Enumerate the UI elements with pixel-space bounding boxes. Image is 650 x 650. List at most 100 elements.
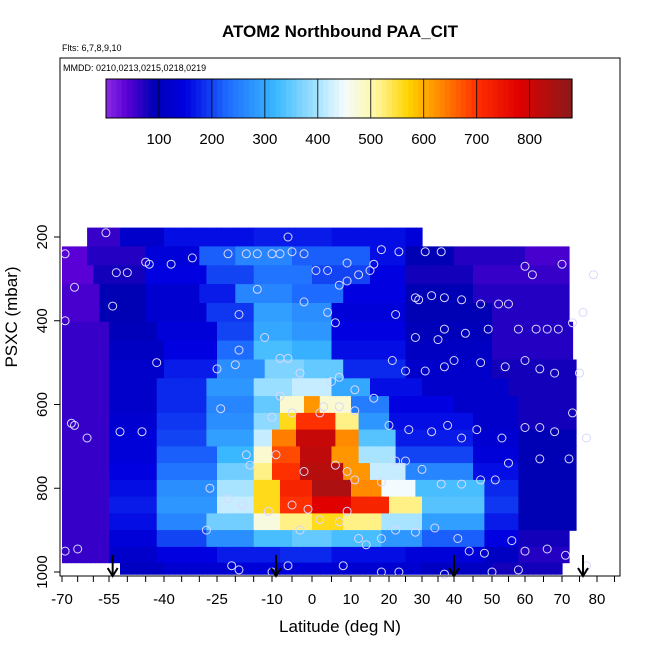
heat-cell <box>156 463 163 481</box>
heat-cell <box>315 359 322 379</box>
heat-cell <box>130 530 137 548</box>
heat-cell <box>552 265 559 285</box>
heat-cell <box>436 496 442 514</box>
heat-cell <box>539 562 546 575</box>
heat-cell <box>503 396 510 414</box>
heat-cell <box>553 303 560 323</box>
heat-cell <box>312 496 319 514</box>
heat-cell <box>174 227 181 247</box>
heat-cell <box>162 284 169 304</box>
heat-cell <box>523 446 529 464</box>
heat-cell <box>158 227 165 247</box>
heat-cell <box>434 303 440 323</box>
heat-cell <box>549 446 556 464</box>
heat-cell <box>507 340 513 360</box>
heat-cell <box>146 412 152 431</box>
heat-cell <box>227 340 234 360</box>
heat-cell <box>446 513 452 531</box>
heat-cell <box>381 513 388 531</box>
heat-cell <box>415 340 421 360</box>
heat-cell <box>178 496 185 514</box>
heat-cell <box>364 265 371 285</box>
heat-cell <box>380 446 387 464</box>
colorbar-swatch <box>185 79 192 118</box>
heat-cell <box>392 513 398 531</box>
heat-cell <box>229 562 236 575</box>
heat-cell <box>85 340 91 360</box>
heat-cell <box>390 340 396 360</box>
heat-cell <box>504 530 510 548</box>
heat-cell <box>469 321 476 342</box>
heat-cell <box>77 246 83 266</box>
sample-point <box>241 450 251 460</box>
dates-label: MMDD: 0210,0213,0215,0218,0219 <box>63 63 206 73</box>
heat-cell <box>104 429 110 447</box>
heat-cell <box>168 265 175 285</box>
heat-cell <box>506 303 512 323</box>
heat-cell <box>538 359 545 379</box>
heat-cell <box>227 265 234 285</box>
heat-cell <box>408 412 414 431</box>
heat-cell <box>99 396 105 414</box>
heat-cell <box>415 284 422 304</box>
heat-cell <box>146 496 152 514</box>
sample-point <box>376 245 386 255</box>
heat-cell <box>153 359 160 379</box>
heat-cell <box>222 321 228 342</box>
heat-cell <box>511 359 518 379</box>
heat-cell <box>554 359 561 379</box>
heat-cell <box>314 321 321 342</box>
heat-cell <box>178 321 185 342</box>
heat-cell <box>518 513 524 531</box>
heat-cell <box>349 359 356 379</box>
heat-cell <box>135 513 142 531</box>
heat-cell <box>426 496 433 514</box>
heat-cell <box>422 530 428 548</box>
heat-cell <box>90 496 96 514</box>
heat-cell <box>563 546 570 564</box>
heat-cell <box>395 359 401 379</box>
heat-cell <box>395 284 401 304</box>
heat-cell <box>246 562 253 575</box>
heat-cell <box>286 479 294 498</box>
heat-cell <box>124 412 131 431</box>
heat-cell <box>200 479 207 498</box>
heat-cell <box>167 378 174 397</box>
heat-cell <box>218 562 225 575</box>
heat-cell <box>278 429 285 447</box>
heat-cell <box>467 530 474 548</box>
heat-cell <box>405 340 411 360</box>
colorbar-swatch <box>513 79 520 118</box>
heat-cell <box>211 429 218 447</box>
heat-cell <box>135 284 141 304</box>
heat-cell <box>489 429 496 447</box>
heat-cell <box>330 513 338 531</box>
heat-cell <box>461 463 468 481</box>
heat-cell <box>80 546 87 564</box>
heat-cell <box>397 513 403 531</box>
y-tick-label: 1000 <box>34 555 51 588</box>
heat-cell <box>308 546 316 564</box>
heat-cell <box>412 378 418 397</box>
colorbar-swatch <box>529 79 536 118</box>
heat-cell <box>94 479 101 498</box>
colorbar-swatch <box>519 79 525 118</box>
sample-point <box>535 423 545 432</box>
heat-cell <box>301 429 308 447</box>
heat-cell <box>206 412 213 431</box>
heat-cell <box>262 562 269 575</box>
heat-cell <box>185 359 192 379</box>
heat-cell <box>528 479 535 498</box>
heat-cell <box>237 513 244 531</box>
sample-point <box>550 427 560 437</box>
heat-cell <box>169 340 176 360</box>
heat-cell <box>188 246 195 266</box>
heat-cell <box>331 284 339 304</box>
heat-cell <box>195 513 202 531</box>
heat-cell <box>99 546 105 564</box>
heat-cell <box>431 562 438 575</box>
heat-cell <box>467 412 474 431</box>
heat-cell <box>549 479 556 498</box>
heat-cell <box>316 246 324 266</box>
heat-cell <box>169 562 176 575</box>
